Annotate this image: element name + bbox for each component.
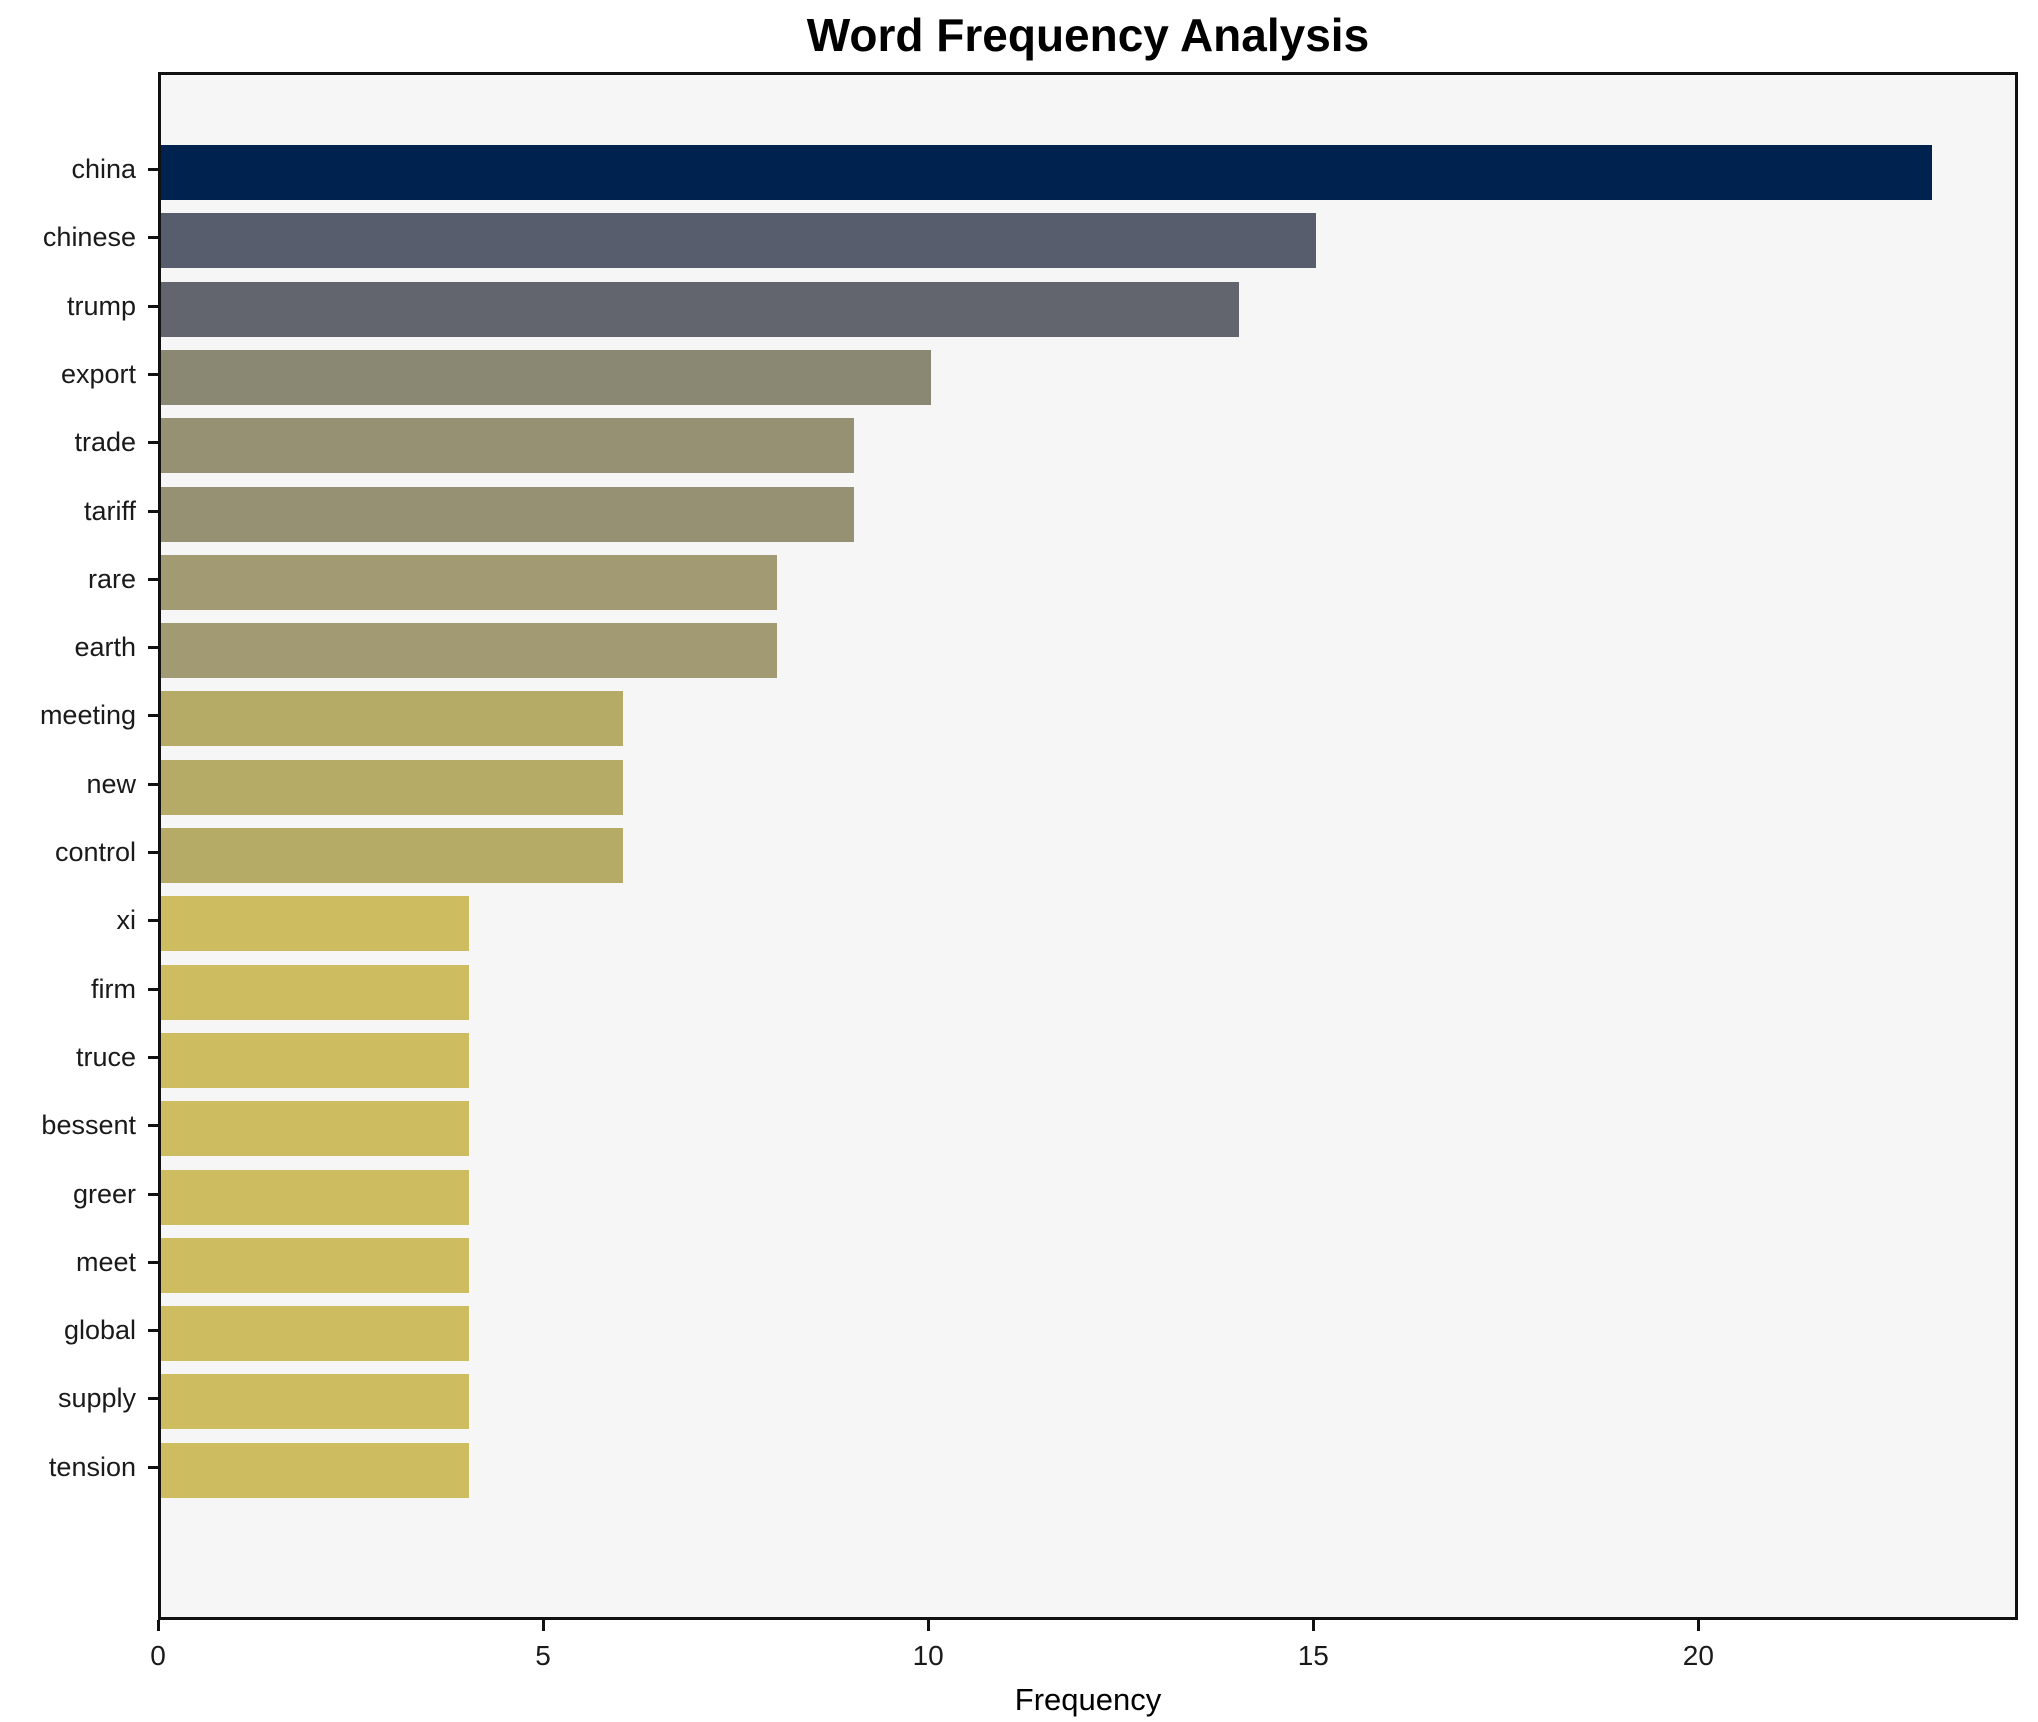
- bar-earth: [161, 623, 778, 679]
- y-tick-mark: [148, 1124, 158, 1128]
- bar-export: [161, 349, 932, 405]
- x-tick-label-5: 5: [535, 1640, 551, 1671]
- y-tick-mark: [148, 851, 158, 854]
- y-tick-mark: [148, 1192, 158, 1196]
- y-tick-mark: [148, 372, 158, 376]
- bar-china: [161, 145, 1933, 200]
- y-tick-mark: [148, 236, 158, 240]
- x-axis-label: Frequency: [1014, 1682, 1162, 1717]
- bar-meet: [161, 1237, 470, 1293]
- y-tick-mark: [148, 646, 158, 650]
- y-tick-label-chinese: chinese: [42, 222, 136, 253]
- y-tick-label-truce: truce: [75, 1041, 136, 1072]
- y-tick-label-rare: rare: [87, 563, 136, 594]
- x-tick-mark: [1696, 1620, 1700, 1631]
- x-tick-label-0: 0: [150, 1640, 166, 1671]
- y-tick-label-earth: earth: [74, 632, 136, 663]
- x-tick-mark: [156, 1620, 160, 1631]
- bar-global: [161, 1306, 470, 1362]
- y-tick-mark: [148, 919, 158, 923]
- bar-greer: [161, 1169, 470, 1225]
- x-tick-label-20: 20: [1682, 1640, 1714, 1671]
- y-tick-label-export: export: [60, 358, 136, 389]
- y-tick-label-control: control: [54, 837, 136, 867]
- bar-tension: [161, 1442, 470, 1498]
- y-tick-label-greer: greer: [72, 1178, 136, 1209]
- bar-truce: [161, 1032, 470, 1088]
- y-tick-mark: [148, 509, 158, 513]
- y-tick-mark: [148, 168, 158, 171]
- y-tick-label-meet: meet: [75, 1246, 136, 1277]
- y-tick-mark: [148, 714, 158, 718]
- y-tick-mark: [148, 577, 158, 581]
- bar-supply: [161, 1374, 470, 1430]
- y-tick-label-firm: firm: [91, 973, 136, 1004]
- y-tick-label-china: china: [71, 154, 136, 184]
- bar-xi: [161, 896, 470, 952]
- y-tick-mark: [148, 1260, 158, 1264]
- y-tick-mark: [148, 441, 158, 445]
- bar-bessent: [161, 1101, 470, 1157]
- y-tick-mark: [148, 304, 158, 308]
- y-tick-mark: [148, 987, 158, 991]
- chart-title: Word Frequency Analysis: [806, 9, 1370, 61]
- plot-area: [158, 72, 2018, 1620]
- bar-new: [161, 759, 624, 815]
- y-tick-label-trump: trump: [66, 290, 136, 321]
- bar-chinese: [161, 213, 1317, 269]
- y-tick-mark: [148, 1055, 158, 1059]
- bar-trump: [161, 281, 1240, 337]
- y-tick-mark: [148, 1397, 158, 1401]
- bar-rare: [161, 554, 778, 610]
- y-tick-label-meeting: meeting: [39, 700, 136, 731]
- y-tick-mark: [148, 782, 158, 786]
- bar-meeting: [161, 691, 624, 747]
- x-tick-label-15: 15: [1297, 1640, 1329, 1671]
- y-tick-label-tariff: tariff: [83, 495, 136, 526]
- bar-trade: [161, 418, 855, 474]
- x-tick-mark: [541, 1620, 545, 1631]
- bar-control: [161, 828, 624, 883]
- y-tick-label-trade: trade: [74, 427, 136, 458]
- y-tick-mark: [148, 1329, 158, 1333]
- x-tick-mark: [1311, 1620, 1315, 1631]
- bar-firm: [161, 964, 470, 1020]
- bar-tariff: [161, 486, 855, 542]
- y-tick-mark: [148, 1465, 158, 1469]
- y-tick-label-supply: supply: [57, 1383, 136, 1414]
- x-tick-mark: [926, 1620, 930, 1631]
- y-tick-label-tension: tension: [48, 1451, 136, 1482]
- y-tick-label-global: global: [63, 1315, 136, 1346]
- y-tick-label-new: new: [86, 768, 136, 799]
- y-tick-label-bessent: bessent: [41, 1110, 136, 1141]
- x-tick-label-10: 10: [912, 1640, 944, 1671]
- y-tick-label-xi: xi: [116, 905, 137, 936]
